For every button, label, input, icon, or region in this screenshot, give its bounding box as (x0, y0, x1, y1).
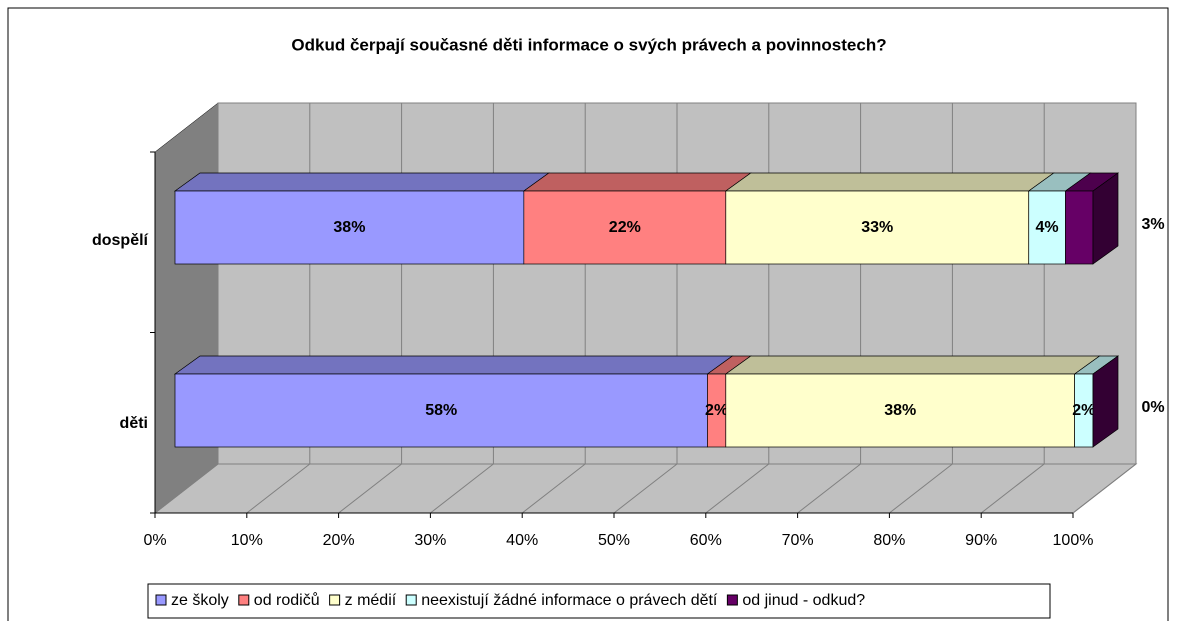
y-tick-label: dospělí (92, 232, 149, 249)
bar-top (724, 172, 1055, 192)
bar-top (522, 172, 752, 192)
x-tick-label: 30% (414, 532, 446, 549)
chart-title: Odkud čerpají současné děti informace o … (291, 35, 886, 54)
legend-label: neexistují žádné informace o právech dět… (421, 592, 718, 609)
data-label: 33% (861, 219, 893, 236)
legend-swatch (155, 594, 167, 606)
data-label: 22% (609, 219, 641, 236)
grid-line (521, 463, 586, 514)
legend-swatch (726, 594, 738, 606)
x-tick-label: 50% (598, 532, 630, 549)
legend-label: od jinud - odkud? (742, 592, 865, 609)
data-label: 38% (884, 402, 916, 419)
y-tick-label: děti (120, 415, 148, 432)
grid-line (154, 463, 219, 514)
grid-line (338, 463, 402, 514)
grid-line (246, 463, 311, 514)
data-label: 38% (333, 219, 365, 236)
x-tick-label: 20% (323, 532, 355, 549)
left-wall (154, 102, 219, 514)
bar (174, 373, 708, 448)
legend-swatch (405, 594, 417, 606)
legend-swatch (329, 594, 341, 606)
x-tick-label: 10% (231, 532, 263, 549)
grid-line (430, 463, 494, 514)
bar (725, 190, 1030, 265)
grid-line (889, 463, 953, 514)
data-label: 0% (1141, 399, 1164, 416)
grid-line (1072, 463, 1137, 514)
grid-line (980, 463, 1045, 514)
bar-side (1092, 355, 1119, 448)
bar (1065, 190, 1094, 265)
grid-line (705, 463, 770, 514)
data-label: 2% (1072, 402, 1095, 419)
legend-label: ze školy (171, 592, 229, 609)
data-label: 2% (705, 402, 728, 419)
x-tick-label: 70% (782, 532, 814, 549)
bar (523, 190, 727, 265)
legend-label: od rodičů (254, 591, 320, 609)
bar (174, 190, 525, 265)
bar-top (173, 172, 550, 192)
legend-swatch (238, 594, 250, 606)
legend-box (147, 583, 1051, 619)
legend-label: z médií (345, 592, 397, 609)
data-label: 58% (425, 402, 457, 419)
x-tick-label: 90% (965, 532, 997, 549)
x-tick-label: 100% (1053, 532, 1094, 549)
bar-top (173, 355, 734, 375)
bar (725, 373, 1075, 448)
x-tick-label: 40% (506, 532, 538, 549)
x-tick-label: 0% (143, 532, 166, 549)
grid-line (797, 463, 861, 514)
grid-line (613, 463, 678, 514)
x-tick-label: 60% (690, 532, 722, 549)
bar-top (724, 355, 1101, 375)
bar-side (1092, 172, 1119, 265)
data-label: 4% (1036, 219, 1059, 236)
x-tick-label: 80% (873, 532, 905, 549)
data-label: 3% (1141, 216, 1164, 233)
